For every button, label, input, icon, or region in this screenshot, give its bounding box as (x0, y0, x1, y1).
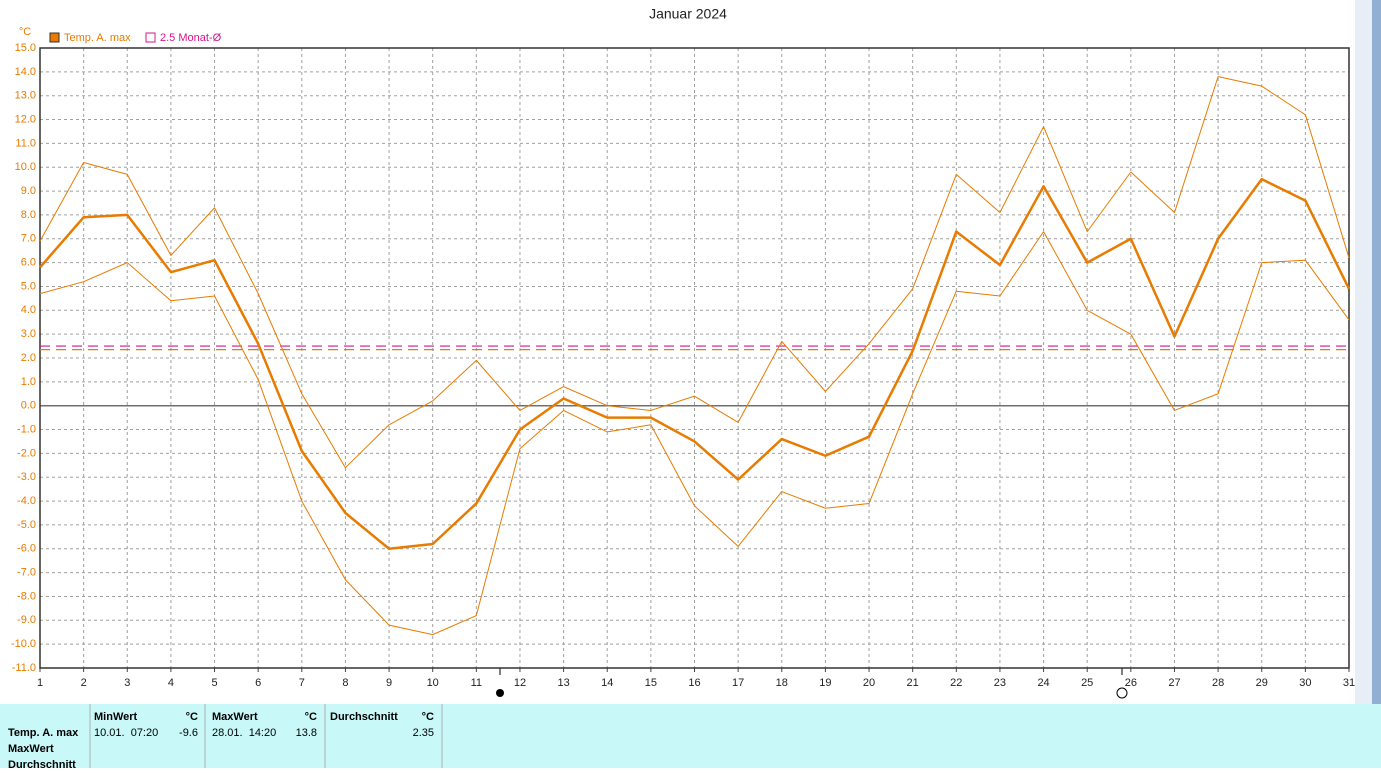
legend-swatch (49, 32, 60, 43)
x-tick-label: 16 (688, 677, 700, 689)
x-tick-label: 19 (819, 677, 831, 689)
table-cell: 2.35 (413, 727, 434, 739)
table-row-label: MaxWert (8, 743, 54, 755)
y-tick-label: -9.0 (17, 614, 36, 626)
legend-label: 2.5 Monat-Ø (160, 32, 222, 44)
x-tick-label: 20 (863, 677, 875, 689)
y-tick-label: 6.0 (21, 257, 36, 269)
y-tick-label: 5.0 (21, 280, 36, 292)
y-unit: °C (19, 26, 31, 38)
y-tick-label: 4.0 (21, 304, 36, 316)
table-header: Durchschnitt (330, 711, 398, 723)
x-tick-label: 23 (994, 677, 1006, 689)
x-tick-label: 6 (255, 677, 261, 689)
side-edge (1372, 0, 1381, 704)
y-tick-label: -3.0 (17, 471, 36, 483)
x-tick-label: 11 (471, 677, 482, 689)
y-tick-label: -1.0 (17, 423, 36, 435)
table-header: MaxWert (212, 711, 258, 723)
x-tick-label: 7 (299, 677, 305, 689)
y-tick-label: -7.0 (17, 567, 36, 579)
x-tick-label: 9 (386, 677, 392, 689)
y-tick-label: 0.0 (21, 400, 36, 412)
x-tick-label: 8 (342, 677, 348, 689)
y-tick-label: 1.0 (21, 376, 36, 388)
table-cell: 10.01. 07:20 (94, 727, 158, 739)
x-tick-label: 29 (1256, 677, 1268, 689)
table-row-label: Temp. A. max (8, 727, 79, 739)
x-tick-label: 27 (1168, 677, 1180, 689)
x-tick-label: 15 (645, 677, 657, 689)
chart-title: Januar 2024 (649, 6, 727, 22)
range-line (39, 76, 1350, 469)
table-background (0, 704, 1381, 768)
x-tick-label: 26 (1125, 677, 1137, 689)
table-header-unit: °C (186, 711, 198, 723)
x-tick-label: 24 (1037, 677, 1049, 689)
legend-swatch (145, 32, 156, 43)
range-line (39, 231, 1350, 636)
moon-full (1116, 687, 1128, 699)
y-tick-label: 15.0 (15, 42, 36, 54)
series-line (39, 177, 1351, 551)
y-tick-label: 14.0 (15, 66, 36, 78)
y-tick-label: 3.0 (21, 328, 36, 340)
x-tick-label: 25 (1081, 677, 1093, 689)
y-tick-label: 8.0 (21, 209, 36, 221)
moon-new (496, 689, 504, 697)
x-tick-label: 22 (950, 677, 962, 689)
x-tick-label: 31 (1343, 677, 1355, 689)
legend-label: Temp. A. max (64, 32, 131, 44)
table-cell: -9.6 (179, 727, 198, 739)
x-tick-label: 10 (427, 677, 439, 689)
table-cell: 13.8 (296, 727, 317, 739)
table-header: MinWert (94, 711, 138, 723)
y-tick-label: -11.0 (12, 662, 36, 674)
y-tick-label: -6.0 (17, 543, 36, 555)
x-tick-label: 14 (601, 677, 613, 689)
table-row-label: Durchschnitt (8, 759, 76, 768)
plot-border (39, 47, 1350, 669)
y-tick-label: 13.0 (15, 90, 36, 102)
x-tick-label: 21 (907, 677, 919, 689)
y-tick-label: 9.0 (21, 185, 36, 197)
y-tick-label: 2.0 (21, 352, 36, 364)
x-tick-label: 5 (211, 677, 217, 689)
table-header-unit: °C (422, 711, 434, 723)
x-tick-label: 30 (1299, 677, 1311, 689)
x-tick-label: 12 (514, 677, 526, 689)
y-tick-label: -5.0 (17, 519, 36, 531)
y-tick-label: 12.0 (15, 113, 36, 125)
y-tick-label: 7.0 (21, 233, 36, 245)
table-header-unit: °C (305, 711, 317, 723)
x-tick-label: 2 (81, 677, 87, 689)
y-tick-label: -10.0 (11, 638, 36, 650)
x-tick-label: 1 (37, 677, 43, 689)
x-tick-label: 18 (776, 677, 788, 689)
x-tick-label: 13 (557, 677, 569, 689)
x-tick-label: 4 (168, 677, 174, 689)
y-tick-label: 11.0 (15, 137, 36, 149)
y-tick-label: -2.0 (17, 447, 36, 459)
y-tick-label: -8.0 (17, 590, 36, 602)
table-cell: 28.01. 14:20 (212, 727, 276, 739)
y-tick-label: -4.0 (17, 495, 36, 507)
y-tick-label: 10.0 (15, 161, 36, 173)
x-tick-label: 3 (124, 677, 130, 689)
x-tick-label: 28 (1212, 677, 1224, 689)
x-tick-label: 17 (732, 677, 744, 689)
